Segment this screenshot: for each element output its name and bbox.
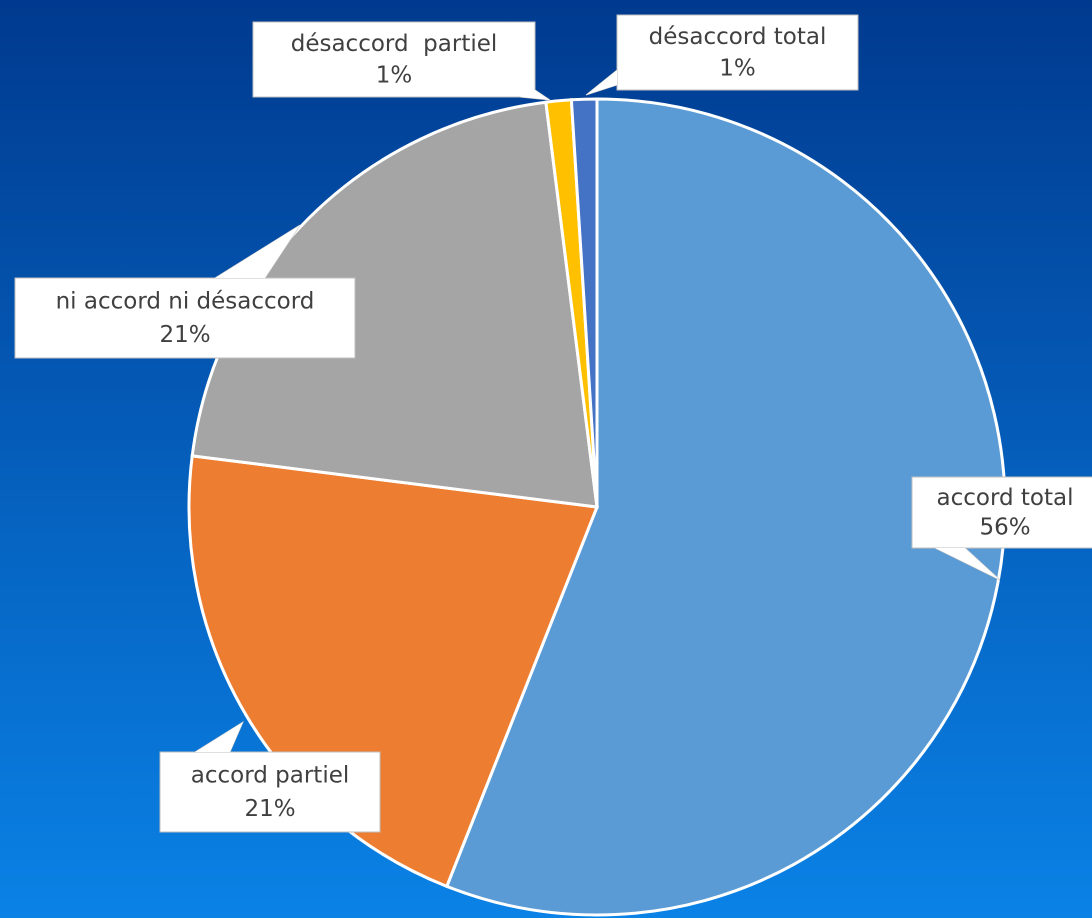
slice-value-label: 1% — [376, 63, 413, 89]
callout-box — [159, 751, 381, 833]
callout-joint — [520, 90, 550, 100]
slice-value-label: 21% — [244, 796, 295, 822]
callout-box — [616, 14, 859, 91]
slice-label: désaccord partiel — [291, 31, 498, 57]
slice-value-label: 56% — [979, 515, 1030, 541]
callout-joint — [195, 722, 243, 752]
slice-label: ni accord ni désaccord — [56, 289, 315, 315]
slice-label: accord total — [936, 485, 1073, 511]
slice-value-label: 21% — [159, 322, 210, 348]
callout-joint — [935, 548, 1000, 580]
slice — [190, 100, 599, 509]
slice — [187, 454, 600, 889]
callout-joint — [586, 70, 617, 95]
slice-label: accord partiel — [191, 763, 350, 789]
labels: accord total 56% accord partiel 21% ni accor… — [14, 14, 1092, 833]
slice — [444, 97, 1007, 917]
callout-joint — [215, 225, 300, 278]
callout-box — [14, 277, 356, 359]
slices — [187, 97, 1007, 917]
slice — [569, 97, 599, 508]
callout-box — [911, 476, 1092, 549]
slice-label: désaccord total — [649, 24, 827, 50]
slice-value-label: 1% — [719, 56, 756, 82]
callout-box — [252, 21, 536, 98]
